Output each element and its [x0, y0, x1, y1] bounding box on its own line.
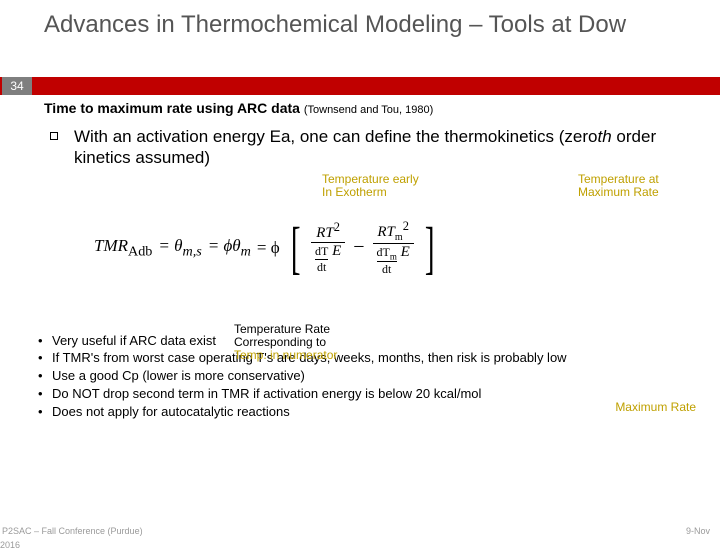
note-temp-rate: Temperature Rate Corresponding to Temp. …	[234, 323, 337, 363]
eq-num2-sub: m	[395, 232, 403, 243]
equation-figure: Temperature early In Exotherm Temperatur…	[44, 173, 696, 333]
footer-right: 9-Nov	[686, 526, 710, 536]
list-item: Very useful if ARC data exist	[38, 333, 696, 350]
subheading: Time to maximum rate using ARC data (Tow…	[44, 100, 696, 116]
eq-theta2-sub: m	[241, 243, 251, 259]
eq-theta1: = θ	[158, 236, 182, 255]
eq-den2-top: dT	[377, 245, 390, 259]
bullet-text: With an activation energy Ea, one can de…	[74, 126, 696, 169]
eq-den1-E: E	[332, 243, 341, 259]
note-temp-max-line1: Temperature at	[578, 172, 659, 186]
header-red-bar	[0, 77, 720, 95]
eq-den2-bot: dt	[382, 262, 391, 277]
lower-bullets: Temperature Rate Corresponding to Temp. …	[0, 333, 720, 421]
note-temp-max: Temperature at Maximum Rate	[578, 173, 659, 201]
eq-theta1-sub: m,s	[182, 243, 201, 259]
note-temp-early-line1: Temperature early	[322, 172, 419, 186]
note-temp-early-line2: In Exotherm	[322, 185, 387, 199]
list-item: Does not apply for autocatalytic reactio…	[38, 404, 696, 421]
eq-den1-top: dT	[315, 244, 328, 259]
eq-minus: −	[351, 236, 366, 259]
list-item: If TMR's from worst case operating T's a…	[38, 350, 696, 367]
eq-num2-sq: 2	[403, 219, 409, 233]
eq-phi: = ϕ	[257, 238, 280, 258]
note-rate-line1: Temperature Rate	[234, 322, 330, 336]
eq-den2-E: E	[401, 244, 410, 260]
note-temp-max-line2: Maximum Rate	[578, 185, 659, 199]
eq-fraction-2: RTm2 dTm dt E	[373, 219, 414, 277]
eq-innerfrac-2: dTm dt	[377, 245, 397, 277]
bullet-text-part1: With an activation energy Ea, one can de…	[74, 127, 598, 146]
eq-num1-sq: 2	[334, 220, 340, 234]
eq-theta2: = ϕθ	[208, 236, 241, 255]
footer-year: 2016	[0, 540, 20, 550]
main-bullet: With an activation energy Ea, one can de…	[50, 126, 696, 169]
note-temp-early: Temperature early In Exotherm	[322, 173, 419, 201]
subheading-reference: (Townsend and Tou, 1980)	[304, 104, 433, 116]
eq-den1-bot: dt	[317, 260, 326, 275]
bracket-right-icon: ]	[425, 219, 435, 277]
eq-innerfrac-1: dT dt	[315, 244, 328, 275]
eq-den2-sub: m	[390, 251, 397, 261]
subheading-main: Time to maximum rate using ARC data	[44, 100, 304, 116]
eq-fraction-1: RT2 dT dt E	[311, 220, 345, 275]
tmr-equation: TMRAdb = θm,s = ϕθm = ϕ [ RT2 dT dt E −	[94, 219, 654, 277]
bullet-text-italic: th	[598, 127, 612, 146]
page-number-badge: 34	[2, 77, 32, 95]
slide-title: Advances in Thermochemical Modeling – To…	[44, 10, 696, 40]
list-item: Do NOT drop second term in TMR if activa…	[38, 386, 696, 403]
bullet-square-icon	[50, 132, 58, 140]
eq-lhs-sub: Adb	[128, 243, 152, 259]
list-item: Use a good Cp (lower is more conservativ…	[38, 368, 696, 385]
eq-num1: RT	[316, 225, 334, 241]
note-rate-line2: Corresponding to	[234, 335, 326, 349]
eq-num2: RT	[377, 224, 395, 240]
footer-left: P2SAC – Fall Conference (Purdue)	[2, 526, 143, 536]
bracket-left-icon: [	[290, 219, 300, 277]
note-rate-line3: Temp. in numerator	[234, 348, 337, 362]
eq-lhs: TMR	[94, 236, 128, 255]
